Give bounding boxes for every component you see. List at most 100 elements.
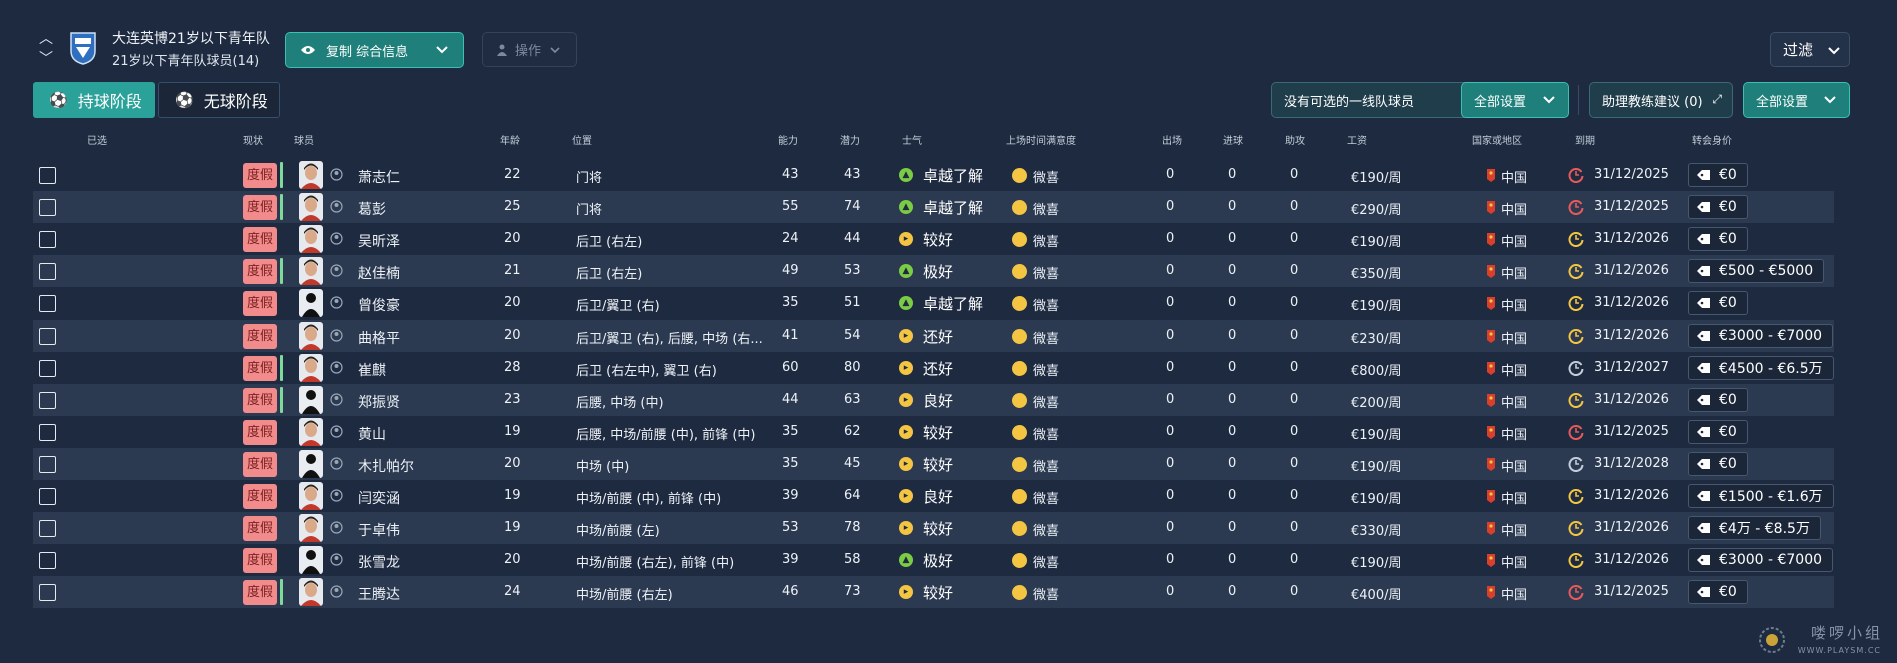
transfer-value-badge[interactable]: €0 [1688,291,1748,316]
col-header-wage[interactable]: 工资 [1347,136,1367,147]
player-name[interactable]: 木扎帕尔 [358,458,414,475]
transfer-value-badge[interactable]: €0 [1688,227,1748,252]
transfer-value-badge[interactable]: €0 [1688,419,1748,444]
select-checkbox[interactable] [39,552,56,570]
all-settings-button-1[interactable]: 全部设置 [1461,82,1569,118]
chevron-down-icon[interactable]: ﹀ [39,51,53,67]
transfer-value-badge[interactable]: €4万 - €8.5万 [1688,516,1821,541]
transfer-value-badge[interactable]: €0 [1688,387,1748,412]
table-row[interactable]: 度假 赵佳楠 21 后卫 (右左) 49 53 ▲ 极好 微喜 0 0 0 €3… [33,255,1834,288]
col-header-position[interactable]: 位置 [572,136,592,147]
player-profile-icon[interactable] [330,296,343,309]
player-name[interactable]: 崔麒 [358,362,386,379]
status-badge[interactable]: 度假 [243,548,277,574]
table-row[interactable]: 度假 曾俊豪 20 后卫/翼卫 (右) 35 51 ▲ 卓越了解 微喜 0 0 … [33,287,1834,319]
all-settings-button-2[interactable]: 全部设置 [1743,82,1850,118]
player-profile-icon[interactable] [330,393,343,406]
player-profile-icon[interactable] [330,425,343,438]
status-badge[interactable]: 度假 [243,580,277,606]
col-header-morale[interactable]: 士气 [902,136,922,147]
tab-in-possession[interactable]: ⚽ 持球阶段 [33,82,155,118]
player-nav-arrows[interactable]: ︿ ﹀ [36,29,56,69]
player-name[interactable]: 曲格平 [358,330,400,347]
table-row[interactable]: 度假 葛彭 25 门将 55 74 ▲ 卓越了解 微喜 0 0 0 €290/周… [33,191,1834,224]
col-header-apps[interactable]: 出场 [1162,136,1182,147]
action-button[interactable]: 操作 [482,32,577,67]
player-profile-icon[interactable] [330,360,343,374]
select-checkbox[interactable] [39,199,56,217]
transfer-value-badge[interactable]: €0 [1688,580,1748,605]
transfer-value-badge[interactable]: €0 [1688,163,1748,187]
status-badge[interactable]: 度假 [243,291,277,317]
table-row[interactable]: 度假 崔麒 28 后卫 (右左中), 翼卫 (右) 60 80 ▸ 还好 微喜 … [33,352,1834,384]
status-badge[interactable]: 度假 [243,451,277,477]
col-header-assists[interactable]: 助攻 [1285,136,1305,147]
col-header-value[interactable]: 转会身价 [1692,136,1732,147]
player-profile-icon[interactable] [330,200,343,213]
status-badge[interactable]: 度假 [243,163,277,188]
col-header-player[interactable]: 球员 [294,136,314,147]
player-name[interactable]: 郑振贤 [358,394,400,411]
col-header-goals[interactable]: 进球 [1223,136,1243,147]
player-name[interactable]: 于卓伟 [358,523,400,540]
table-row[interactable]: 度假 吴昕泽 20 后卫 (右左) 24 44 ▸ 较好 微喜 0 0 0 €1… [33,223,1834,255]
table-row[interactable]: 度假 于卓伟 19 中场/前腰 (左) 53 78 ▸ 较好 微喜 0 0 0 … [33,512,1834,545]
select-checkbox[interactable] [39,231,56,249]
assistant-advice-button[interactable]: 助理教练建议 (0) ⤢ [1589,82,1733,118]
player-profile-icon[interactable] [330,264,343,277]
player-profile-icon[interactable] [330,457,343,470]
team-name[interactable]: 大连英博21岁以下青年队 [112,31,270,47]
player-profile-icon[interactable] [330,328,343,342]
player-name[interactable]: 葛彭 [358,202,386,219]
transfer-value-badge[interactable]: €0 [1688,451,1748,476]
table-row[interactable]: 度假 木扎帕尔 20 中场 (中) 35 45 ▸ 较好 微喜 0 0 0 €1… [33,447,1834,480]
table-row[interactable]: 度假 闫奕涵 19 中场/前腰 (中), 前锋 (中) 39 64 ▸ 良好 微… [33,480,1834,512]
player-profile-icon[interactable] [330,585,343,598]
col-header-selected[interactable]: 已选 [87,136,107,147]
transfer-value-badge[interactable]: €3000 - €7000 [1688,323,1834,348]
status-badge[interactable]: 度假 [243,259,277,285]
select-checkbox[interactable] [39,423,56,441]
select-checkbox[interactable] [39,488,56,505]
select-checkbox[interactable] [39,327,56,345]
player-profile-icon[interactable] [330,521,343,534]
no-first-team-players-button[interactable]: 没有可选的一线队球员 ⤢ [1271,82,1486,118]
select-checkbox[interactable] [39,584,56,602]
col-header-potential[interactable]: 潜力 [840,136,860,147]
transfer-value-badge[interactable]: €4500 - €6.5万 [1688,355,1834,380]
player-profile-icon[interactable] [330,168,343,181]
select-checkbox[interactable] [39,359,56,377]
player-name[interactable]: 张雪龙 [358,555,400,572]
col-header-age[interactable]: 年龄 [500,136,520,147]
select-checkbox[interactable] [39,455,56,473]
player-name[interactable]: 曾俊豪 [358,298,400,315]
col-header-ability[interactable]: 能力 [778,136,798,147]
table-row[interactable]: 度假 曲格平 20 后卫/翼卫 (右), 后腰, 中场 (右... 41 54 … [33,319,1834,352]
status-badge[interactable]: 度假 [243,419,277,445]
player-name[interactable]: 闫奕涵 [358,491,400,507]
select-checkbox[interactable] [39,391,56,409]
copy-info-button[interactable]: 复制 综合信息 [285,32,464,68]
status-badge[interactable]: 度假 [243,195,277,221]
transfer-value-badge[interactable]: €3000 - €7000 [1688,548,1834,573]
player-name[interactable]: 黄山 [358,426,386,443]
table-row[interactable]: 度假 张雪龙 20 中场/前腰 (右左), 前锋 (中) 39 58 ▲ 极好 … [33,544,1834,576]
transfer-value-badge[interactable]: €500 - €5000 [1688,259,1825,284]
player-profile-icon[interactable] [330,232,343,245]
select-checkbox[interactable] [39,263,56,281]
status-badge[interactable]: 度假 [243,516,277,542]
status-badge[interactable]: 度假 [243,387,277,413]
player-profile-icon[interactable] [330,489,343,502]
tab-out-of-possession[interactable]: ⚽ 无球阶段 [158,82,280,118]
select-checkbox[interactable] [39,295,56,313]
col-header-playing-time[interactable]: 上场时间满意度 [1006,136,1076,147]
col-header-nation[interactable]: 国家或地区 [1472,136,1522,147]
table-row[interactable]: 度假 萧志仁 22 门将 43 43 ▲ 卓越了解 微喜 0 0 0 €190/… [33,159,1834,191]
transfer-value-badge[interactable]: €0 [1688,195,1748,220]
select-checkbox[interactable] [39,167,56,184]
col-header-status[interactable]: 现状 [243,136,263,147]
status-badge[interactable]: 度假 [243,484,277,509]
transfer-value-badge[interactable]: €1500 - €1.6万 [1688,484,1834,508]
table-row[interactable]: 度假 王腾达 24 中场/前腰 (右左) 46 73 ▸ 较好 微喜 0 0 0… [33,576,1834,609]
status-badge[interactable]: 度假 [243,355,277,381]
